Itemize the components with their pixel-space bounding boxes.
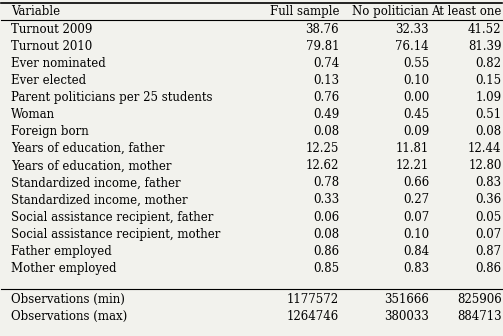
Text: 1264746: 1264746 bbox=[287, 310, 339, 323]
Text: 1.09: 1.09 bbox=[475, 91, 501, 104]
Text: 351666: 351666 bbox=[384, 293, 429, 306]
Text: 0.86: 0.86 bbox=[313, 245, 339, 258]
Text: 0.13: 0.13 bbox=[313, 74, 339, 87]
Text: 12.80: 12.80 bbox=[468, 159, 501, 172]
Text: 81.39: 81.39 bbox=[468, 40, 501, 53]
Text: Years of education, father: Years of education, father bbox=[12, 142, 165, 155]
Text: 0.78: 0.78 bbox=[313, 176, 339, 190]
Text: 0.07: 0.07 bbox=[475, 227, 501, 241]
Text: 0.07: 0.07 bbox=[403, 211, 429, 223]
Text: 12.21: 12.21 bbox=[396, 159, 429, 172]
Text: 0.10: 0.10 bbox=[403, 227, 429, 241]
Text: Mother employed: Mother employed bbox=[12, 262, 117, 275]
Text: 0.06: 0.06 bbox=[313, 211, 339, 223]
Text: Woman: Woman bbox=[12, 108, 55, 121]
Text: 0.08: 0.08 bbox=[475, 125, 501, 138]
Text: 0.55: 0.55 bbox=[403, 57, 429, 70]
Text: 0.83: 0.83 bbox=[475, 176, 501, 190]
Text: 79.81: 79.81 bbox=[305, 40, 339, 53]
Text: Social assistance recipient, father: Social assistance recipient, father bbox=[12, 211, 214, 223]
Text: Parent politicians per 25 students: Parent politicians per 25 students bbox=[12, 91, 213, 104]
Text: 12.62: 12.62 bbox=[306, 159, 339, 172]
Text: 0.76: 0.76 bbox=[313, 91, 339, 104]
Text: 0.08: 0.08 bbox=[313, 227, 339, 241]
Text: Social assistance recipient, mother: Social assistance recipient, mother bbox=[12, 227, 221, 241]
Text: 0.00: 0.00 bbox=[403, 91, 429, 104]
Text: 0.10: 0.10 bbox=[403, 74, 429, 87]
Text: 825906: 825906 bbox=[457, 293, 501, 306]
Text: 0.09: 0.09 bbox=[403, 125, 429, 138]
Text: 0.27: 0.27 bbox=[403, 194, 429, 206]
Text: Years of education, mother: Years of education, mother bbox=[12, 159, 172, 172]
Text: 0.86: 0.86 bbox=[475, 262, 501, 275]
Text: Variable: Variable bbox=[12, 5, 60, 18]
Text: Father employed: Father employed bbox=[12, 245, 112, 258]
Text: 0.36: 0.36 bbox=[475, 194, 501, 206]
Text: Full sample: Full sample bbox=[270, 5, 339, 18]
Text: 0.45: 0.45 bbox=[403, 108, 429, 121]
Text: 0.05: 0.05 bbox=[475, 211, 501, 223]
Text: Turnout 2010: Turnout 2010 bbox=[12, 40, 93, 53]
Text: 0.85: 0.85 bbox=[313, 262, 339, 275]
Text: 0.15: 0.15 bbox=[475, 74, 501, 87]
Text: Observations (min): Observations (min) bbox=[12, 293, 125, 306]
Text: 38.76: 38.76 bbox=[305, 23, 339, 36]
Text: 0.66: 0.66 bbox=[403, 176, 429, 190]
Text: 0.83: 0.83 bbox=[403, 262, 429, 275]
Text: 76.14: 76.14 bbox=[395, 40, 429, 53]
Text: Ever elected: Ever elected bbox=[12, 74, 87, 87]
Text: Turnout 2009: Turnout 2009 bbox=[12, 23, 93, 36]
Text: 12.44: 12.44 bbox=[468, 142, 501, 155]
Text: 0.33: 0.33 bbox=[313, 194, 339, 206]
Text: 1177572: 1177572 bbox=[287, 293, 339, 306]
Text: 0.74: 0.74 bbox=[313, 57, 339, 70]
Text: Foreign born: Foreign born bbox=[12, 125, 89, 138]
Text: 0.82: 0.82 bbox=[476, 57, 501, 70]
Text: 0.08: 0.08 bbox=[313, 125, 339, 138]
Text: Standardized income, mother: Standardized income, mother bbox=[12, 194, 188, 206]
Text: No politician: No politician bbox=[353, 5, 429, 18]
Text: Standardized income, father: Standardized income, father bbox=[12, 176, 181, 190]
Text: Ever nominated: Ever nominated bbox=[12, 57, 106, 70]
Text: 12.25: 12.25 bbox=[306, 142, 339, 155]
Text: Observations (max): Observations (max) bbox=[12, 310, 128, 323]
Text: 0.84: 0.84 bbox=[403, 245, 429, 258]
Text: 380033: 380033 bbox=[384, 310, 429, 323]
Text: 41.52: 41.52 bbox=[468, 23, 501, 36]
Text: 32.33: 32.33 bbox=[395, 23, 429, 36]
Text: 0.49: 0.49 bbox=[313, 108, 339, 121]
Text: 11.81: 11.81 bbox=[396, 142, 429, 155]
Text: 0.51: 0.51 bbox=[475, 108, 501, 121]
Text: 884713: 884713 bbox=[457, 310, 501, 323]
Text: 0.87: 0.87 bbox=[475, 245, 501, 258]
Text: At least one: At least one bbox=[431, 5, 501, 18]
